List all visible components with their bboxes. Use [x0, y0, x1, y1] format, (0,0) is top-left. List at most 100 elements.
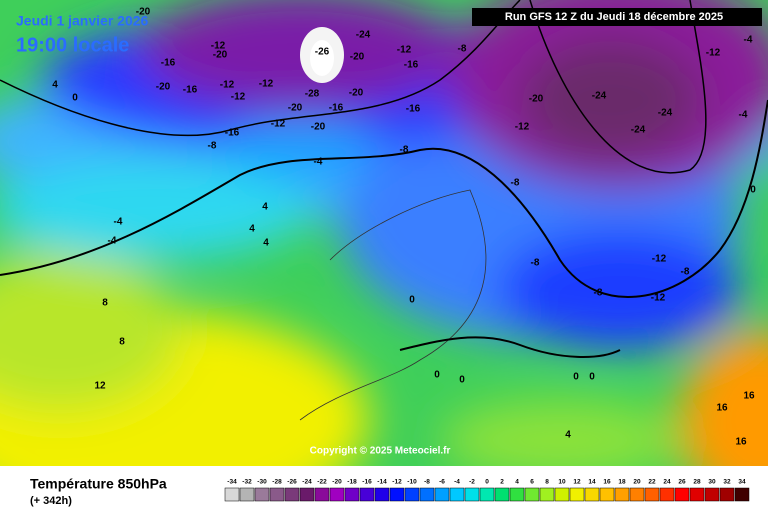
scale-swatch [404, 487, 420, 502]
scale-label: 12 [573, 479, 581, 486]
contour-label: -8 [208, 141, 217, 152]
date: Jeudi 1 janvier 2026 [16, 13, 149, 29]
scale-swatch [494, 487, 510, 502]
scale-swatch [224, 487, 240, 502]
contour-label: -16 [183, 85, 198, 96]
contour-label: -8 [511, 178, 520, 189]
scale-swatch [464, 487, 480, 502]
scale-swatch [359, 487, 375, 502]
scale-label: 26 [678, 479, 686, 486]
scale-label: 30 [708, 479, 716, 486]
contour-label: 16 [743, 391, 755, 402]
contour-labels: -20-12-20-16-20 -16 -12-12-12-16-12 -20-8-2… [52, 7, 756, 448]
contour-label: -12 [651, 293, 666, 304]
scale-swatch [314, 487, 330, 502]
scale-swatch [734, 487, 750, 502]
run-box [472, 8, 762, 26]
scale-label: -32 [242, 479, 252, 486]
contour-label: -24 [658, 108, 673, 119]
contour-label: -4 [114, 217, 123, 228]
scale-swatch [509, 487, 525, 502]
scale-label: 16 [603, 479, 611, 486]
contour-label: -12 [259, 79, 274, 90]
scale-label: -12 [392, 479, 402, 486]
scale-swatch [389, 487, 405, 502]
scale-label: -30 [257, 479, 267, 486]
scale-swatch [629, 487, 645, 502]
contour-label: -4 [744, 35, 753, 46]
contour-label: 12 [94, 381, 106, 392]
contour-label: -20 [156, 82, 171, 93]
scale-label: 20 [633, 479, 641, 486]
scale-swatch [614, 487, 630, 502]
scale-swatch [299, 487, 315, 502]
contour-label: 16 [716, 403, 728, 414]
scale-label: -18 [347, 479, 357, 486]
contour-label: 4 [249, 224, 255, 235]
scale-label: -10 [407, 479, 417, 486]
contour-label: -16 [404, 60, 419, 71]
scale-swatch [374, 487, 390, 502]
scale-label: -34 [227, 479, 237, 486]
scale-swatch [704, 487, 720, 502]
scale-swatch [584, 487, 600, 502]
contour-label: 0 [589, 372, 595, 383]
scale-swatch [284, 487, 300, 502]
contour-label: -8 [531, 258, 540, 269]
contour-label: -12 [706, 48, 721, 59]
contour-label: -20 [213, 50, 228, 61]
contour-label: -24 [356, 30, 371, 41]
scale-label: 18 [618, 479, 626, 486]
scale-swatch [269, 487, 285, 502]
contour-label: 16 [735, 437, 747, 448]
scale-swatch [419, 487, 435, 502]
contour-label: -20 [288, 103, 303, 114]
scale-label: -28 [272, 479, 282, 486]
scale-swatch [659, 487, 675, 502]
scale-swatch [344, 487, 360, 502]
contour-label: -4 [739, 110, 748, 121]
scale-swatch [479, 487, 495, 502]
scale-swatch [449, 487, 465, 502]
contour-label: 4 [565, 430, 571, 441]
contour-label: 8 [119, 337, 125, 348]
scale-swatch [599, 487, 615, 502]
scale-label: 28 [693, 479, 701, 486]
contour-label: -16 [406, 104, 421, 115]
scale-swatch [719, 487, 735, 502]
scale-label: 6 [530, 479, 534, 486]
scale-label: -6 [439, 479, 445, 486]
scale-label: -20 [332, 479, 342, 486]
scale-label: 22 [648, 479, 656, 486]
contour-label: -8 [400, 145, 409, 156]
contour-label: -12 [231, 92, 246, 103]
contour-label: -12 [211, 41, 226, 52]
contour-label: 4 [263, 238, 269, 249]
contour-label: 0 [573, 372, 579, 383]
scale-swatch [434, 487, 450, 502]
scale-label: 24 [663, 479, 671, 486]
contour-label: 8 [102, 298, 108, 309]
lead-time: (+ 342h) [30, 495, 72, 507]
scale-label: -2 [469, 479, 475, 486]
scale-swatch [554, 487, 570, 502]
field-title: Température 850hPa [30, 476, 167, 492]
contour-label: -12 [652, 254, 667, 265]
scale-label: -4 [454, 479, 460, 486]
contour-label: -16 [161, 58, 176, 69]
contour-label: -8 [458, 44, 467, 55]
scale-swatch [254, 487, 270, 502]
contour-label: 4 [52, 80, 58, 91]
scale-swatch [674, 487, 690, 502]
scale-swatch [329, 487, 345, 502]
color-scale: -34 -32 -30 -28 -26 -24 -22 -20 -18 -16 -14 -12 -10-… [224, 479, 750, 502]
scale-swatch [239, 487, 255, 502]
contour-label: -16 [225, 128, 240, 139]
contour-label: -12 [397, 45, 412, 56]
scale-swatch [539, 487, 555, 502]
contour-label: -20 [349, 88, 364, 99]
contour-label: 0 [409, 295, 415, 306]
contour-label: -20 [529, 94, 544, 105]
scale-label: 34 [738, 479, 746, 486]
